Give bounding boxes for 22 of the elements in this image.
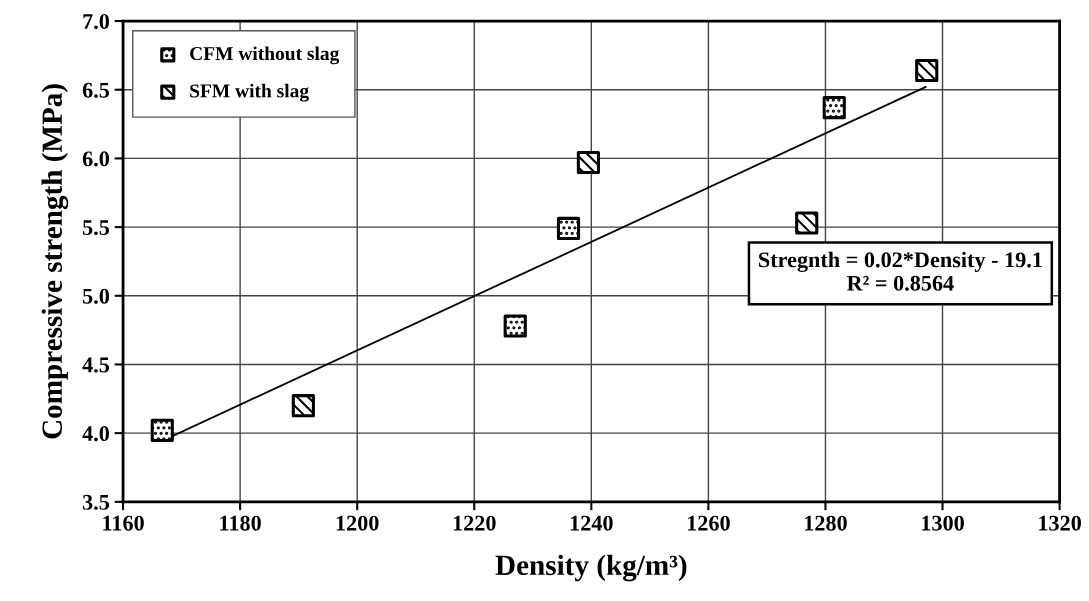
x-axis-title: Density (kg/m³) [495, 554, 687, 582]
y-tick-label: 4.0 [82, 426, 110, 442]
x-tick-label: 1160 [103, 515, 144, 531]
y-tick-label: 6.0 [82, 151, 110, 167]
legend-label: CFM without slag [190, 46, 340, 65]
annotation: Stregnth = 0.02*Density - 19.1 R² = 0.8564 [759, 251, 1042, 291]
x-tick-label: 1180 [220, 515, 261, 531]
x-tick-label: 1220 [453, 515, 496, 531]
y-tick-label: 5.5 [82, 220, 110, 236]
y-axis-title: Compressive strength (MPa) [41, 84, 69, 439]
x-tick-label: 1260 [687, 515, 730, 531]
x-tick-label: 1280 [805, 515, 847, 531]
y-tick-label: 6.5 [82, 82, 110, 98]
y-tick-label: 4.5 [82, 357, 110, 373]
x-tick-label: 1320 [1039, 515, 1081, 531]
x-tick-label: 1300 [922, 515, 964, 531]
y-tick-label: 5.0 [82, 288, 110, 304]
y-tick-label: 3.5 [82, 494, 110, 510]
y-tick-label: 7.0 [83, 13, 110, 30]
legend-label: SFM with slag [190, 83, 309, 102]
x-tick-label: 1200 [336, 515, 379, 531]
x-tick-label: 1240 [570, 515, 613, 531]
